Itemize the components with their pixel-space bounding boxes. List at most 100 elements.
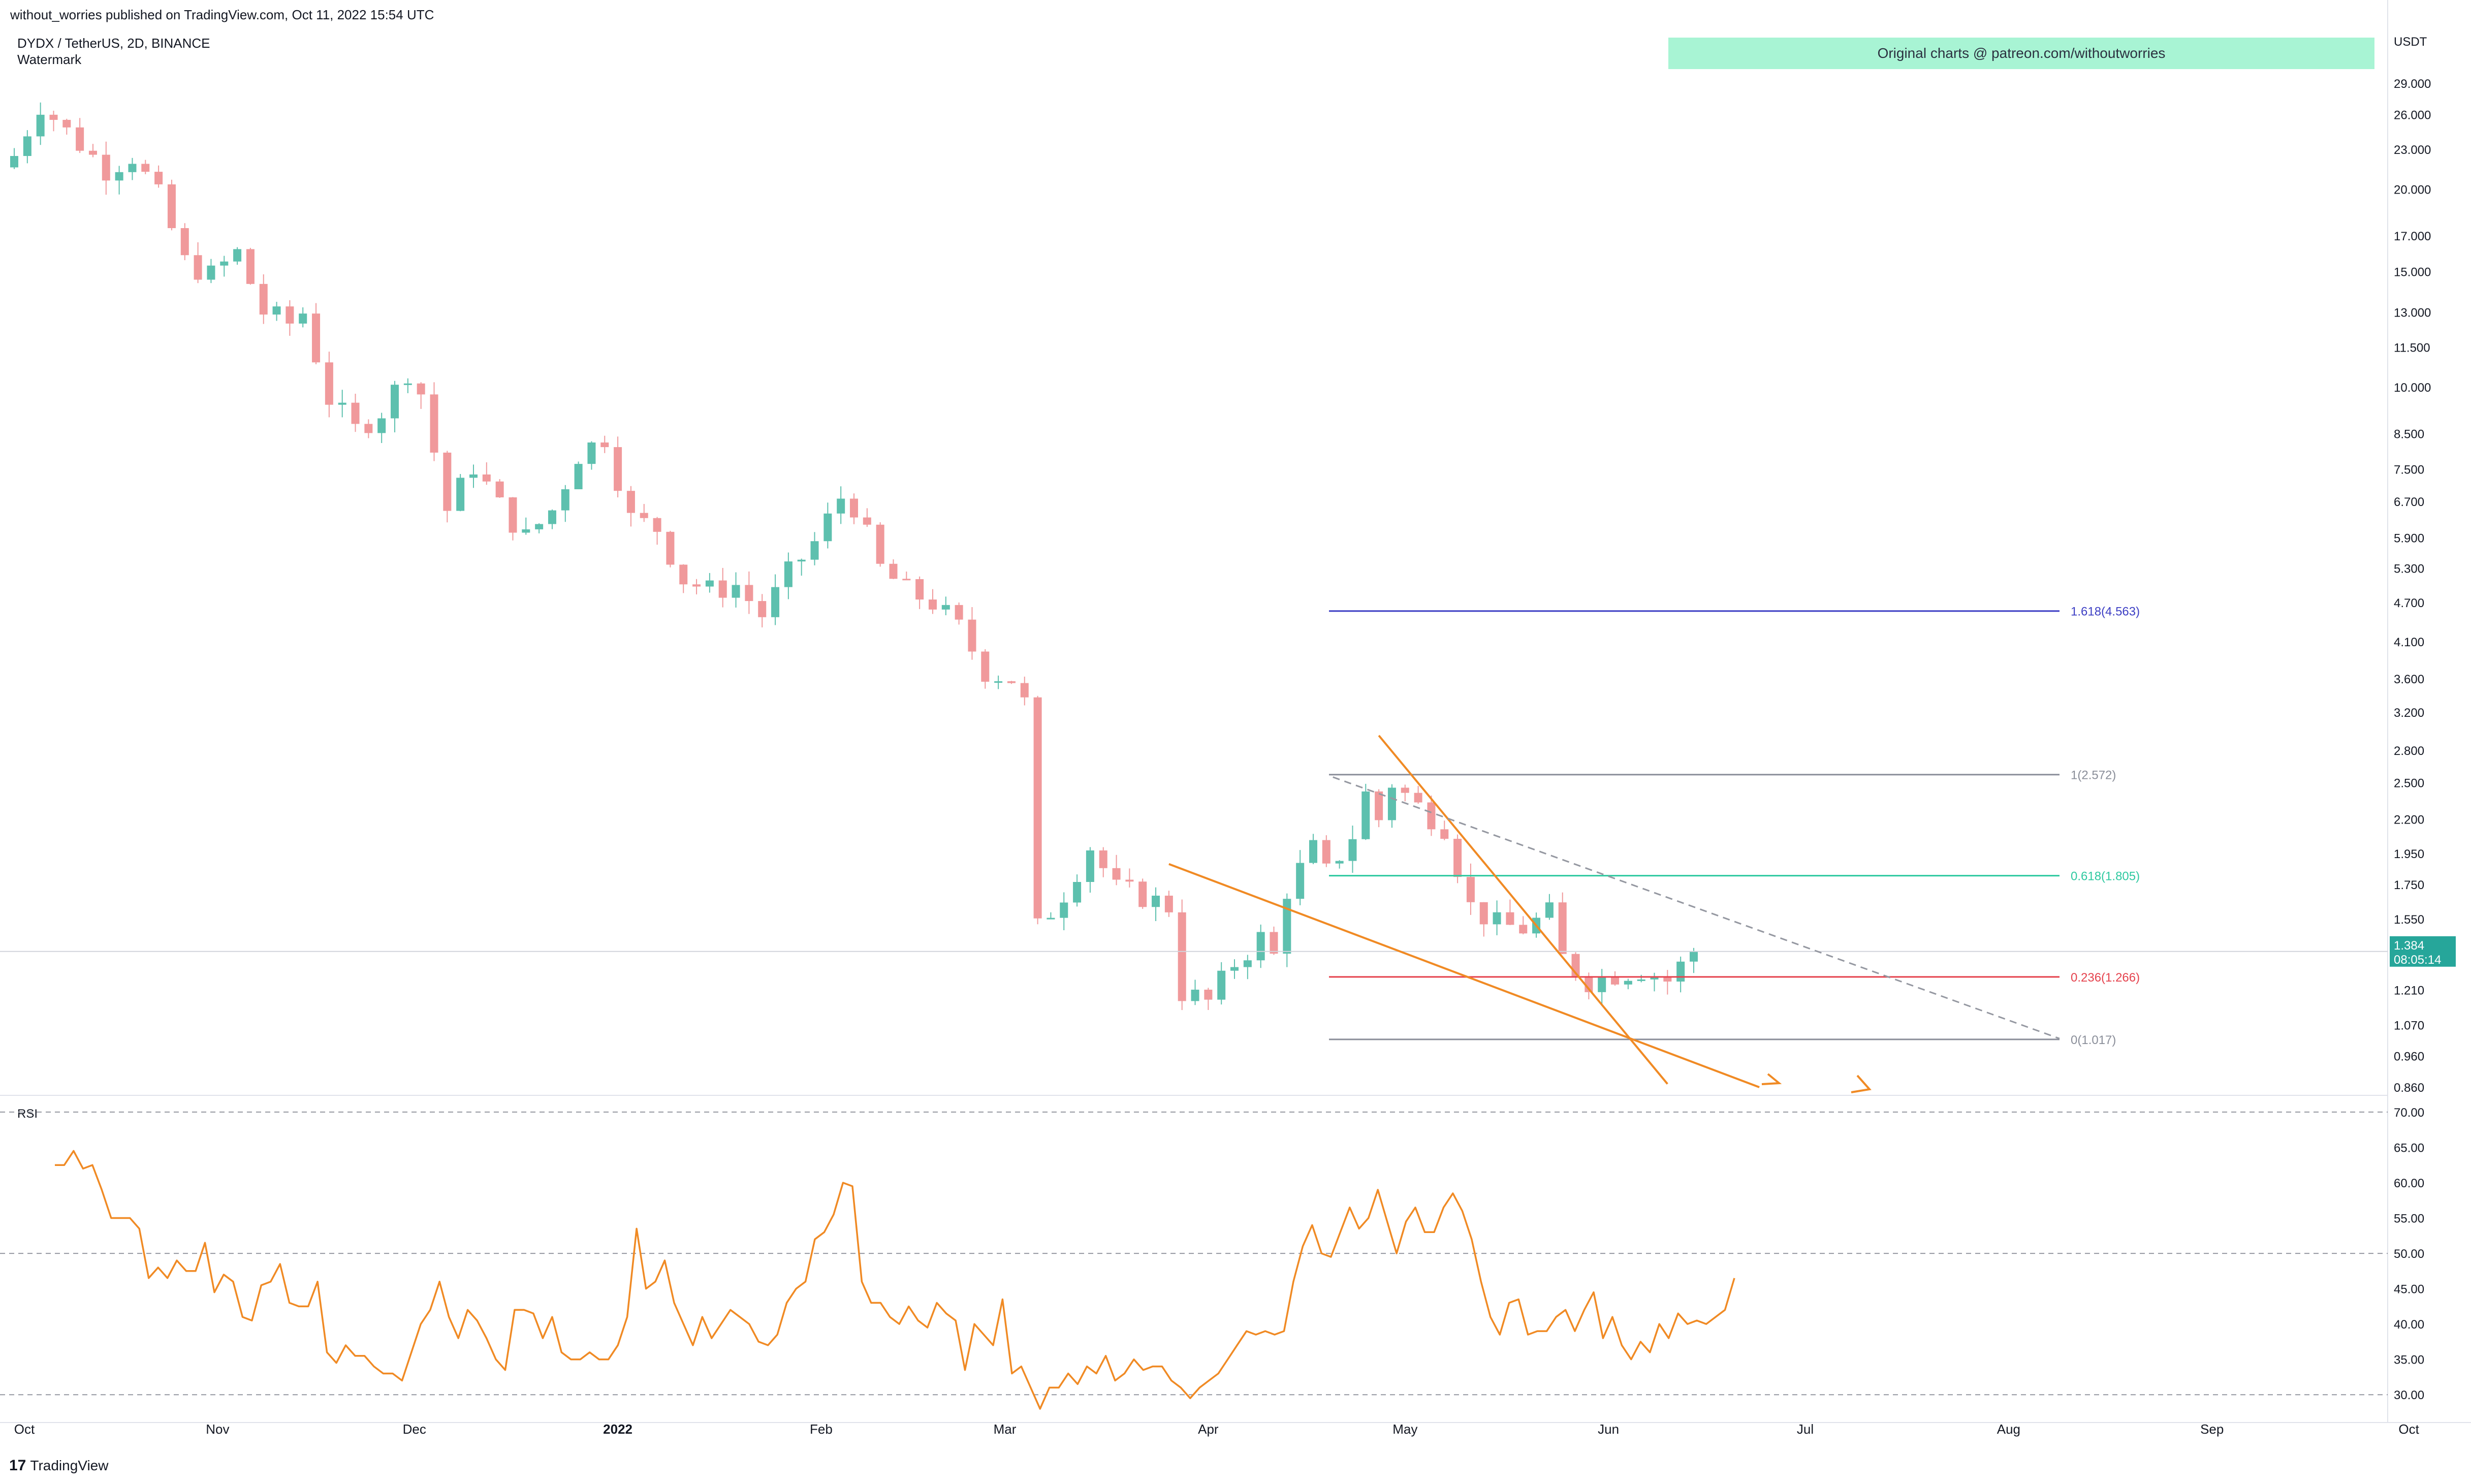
- rsi-pane-label: RSI: [17, 1107, 38, 1121]
- price-axis-tick: 15.000: [2394, 265, 2431, 279]
- price-axis-tick: 6.700: [2394, 495, 2424, 509]
- candle-up: [994, 681, 1003, 683]
- candle-down: [259, 283, 268, 315]
- candle-down: [928, 599, 937, 610]
- candle-down: [417, 383, 425, 395]
- candle-down: [1125, 879, 1134, 882]
- wedge-lower-trendline[interactable]: [1168, 863, 1760, 1088]
- current-price-countdown: 08:05:14: [2394, 953, 2441, 967]
- candle-down: [640, 513, 648, 518]
- candle-down: [849, 498, 859, 518]
- price-axis-tick: 4.100: [2394, 636, 2424, 649]
- candle-up: [391, 385, 399, 419]
- price-axis-tick: 1.070: [2394, 1019, 2424, 1032]
- candle-up: [115, 172, 123, 181]
- candle-up: [456, 478, 465, 511]
- candle-down: [1099, 850, 1107, 868]
- candle-down: [1558, 902, 1567, 954]
- candle-down: [286, 306, 294, 324]
- axes-layer: USDT 29.000 26.000 23.000 20.000 17.000 15.000…: [14, 35, 2431, 1437]
- price-axis-tick: 1.950: [2394, 847, 2424, 861]
- price-axis-tick: 13.000: [2394, 306, 2431, 320]
- time-axis-label: Aug: [1997, 1422, 2020, 1437]
- price-axis-tick: 20.000: [2394, 183, 2431, 197]
- dashed-target-line[interactable]: [1333, 776, 2060, 1039]
- candle-up: [1086, 850, 1094, 882]
- price-axis-tick: 2.500: [2394, 777, 2424, 791]
- tradingview-logo[interactable]: 17 TradingView: [9, 1457, 108, 1474]
- candle-up: [1309, 840, 1317, 863]
- candle-up: [574, 464, 583, 490]
- wedge-upper-trendline[interactable]: [1378, 735, 1668, 1085]
- candle-down: [1466, 877, 1475, 902]
- candle-up: [823, 513, 832, 542]
- price-axis-tick: 1.210: [2394, 984, 2424, 997]
- candle-down: [1401, 787, 1409, 793]
- candle-down: [246, 249, 255, 284]
- rsi-axis-tick: 45.00: [2394, 1283, 2424, 1297]
- candle-down: [614, 447, 622, 491]
- symbol-title[interactable]: DYDX / TetherUS, 2D, BINANCE: [17, 36, 210, 51]
- publisher-line: without_worries published on TradingView…: [10, 7, 434, 22]
- candle-up: [220, 261, 229, 266]
- candle-up: [207, 265, 215, 280]
- price-axis-tick: 0.960: [2394, 1050, 2424, 1063]
- candle-up: [1650, 977, 1659, 980]
- candle-up: [732, 585, 740, 598]
- price-axis-tick: 29.000: [2394, 77, 2431, 91]
- candle-up: [272, 306, 281, 315]
- rsi-layer: RSI 70.00 65.00 60.00 55.00 50.00 45.00 40.00 35…: [0, 1106, 2424, 1410]
- candle-down: [863, 517, 871, 525]
- candle-up: [1191, 989, 1199, 1001]
- candle-down: [1414, 793, 1422, 803]
- candle-up: [1047, 918, 1055, 920]
- candle-up: [548, 510, 556, 524]
- candle-down: [1375, 791, 1383, 820]
- time-axis-label: Nov: [206, 1422, 229, 1437]
- rsi-axis-tick: 60.00: [2394, 1177, 2424, 1190]
- price-axis-tick: 1.750: [2394, 878, 2424, 892]
- candle-down: [1440, 829, 1449, 839]
- candle-up: [561, 489, 569, 511]
- candle-down: [1112, 868, 1121, 880]
- tradingview-mark-icon: 17: [9, 1457, 26, 1474]
- candle-down: [1270, 932, 1278, 954]
- time-axis-label: Mar: [994, 1422, 1017, 1437]
- candle-up: [403, 383, 412, 385]
- candle-down: [1164, 895, 1173, 912]
- candle-up: [705, 580, 714, 587]
- price-axis-tick: 11.500: [2394, 341, 2430, 355]
- candle-up: [587, 442, 596, 464]
- candle-up: [128, 164, 137, 172]
- candle-down: [1611, 976, 1620, 985]
- candle-down: [1506, 912, 1514, 925]
- candle-down: [495, 481, 504, 497]
- fib-level-label: 1.618(4.563): [2071, 605, 2140, 619]
- rsi-series-line[interactable]: [55, 1150, 1735, 1410]
- candle-up: [784, 561, 793, 587]
- candle-down: [325, 362, 333, 405]
- rsi-axis-tick: 40.00: [2394, 1318, 2424, 1332]
- price-axis-tick: 2.800: [2394, 744, 2424, 758]
- candle-down: [509, 497, 517, 533]
- candle-up: [1545, 902, 1554, 918]
- candle-up: [10, 156, 19, 168]
- price-axis-tick: 2.200: [2394, 813, 2424, 827]
- candle-down: [1007, 681, 1016, 683]
- price-axis-tick: 8.500: [2394, 427, 2424, 441]
- fib-level-label: 0.618(1.805): [2071, 870, 2140, 883]
- candle-down: [1020, 683, 1029, 698]
- candle-up: [1296, 863, 1305, 899]
- candle-up: [1598, 976, 1606, 992]
- fib-level-label: 0.236(1.266): [2071, 971, 2140, 985]
- current-price-tag[interactable]: [2390, 936, 2456, 967]
- candle-up: [1243, 960, 1252, 967]
- rsi-axis-tick: 55.00: [2394, 1212, 2424, 1226]
- candle-down: [62, 119, 71, 128]
- candle-up: [1060, 902, 1068, 918]
- candle-down: [666, 531, 675, 565]
- time-axis-label: Jun: [1598, 1422, 1619, 1437]
- candles-layer: [10, 102, 1698, 1011]
- candle-up: [1637, 979, 1645, 981]
